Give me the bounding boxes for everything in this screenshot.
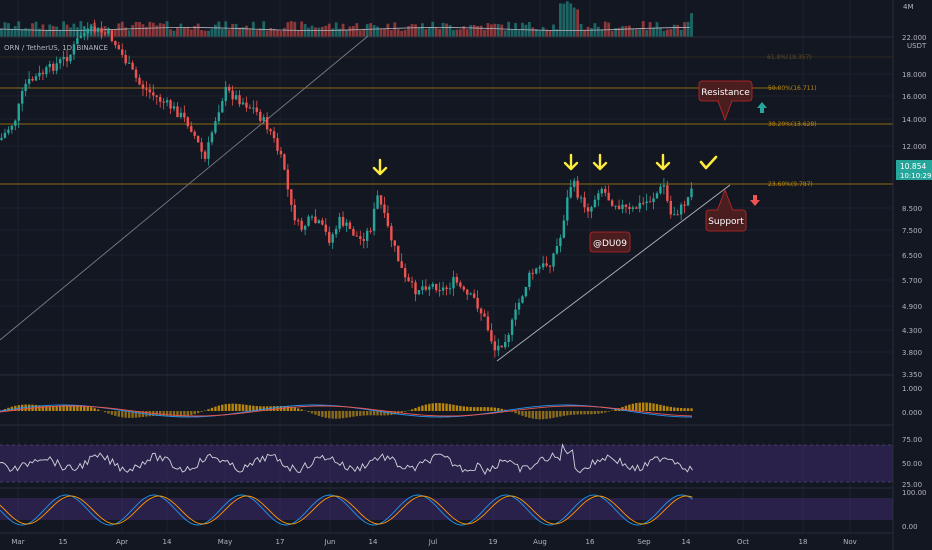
price-tick: 6.500 [902, 252, 922, 260]
fib-label-618: 61.8%(18.357) [767, 54, 812, 61]
support-label: Support [708, 217, 744, 227]
price-tick: 3.350 [902, 371, 922, 379]
stoch-band [0, 498, 893, 520]
candlesticks [0, 19, 693, 358]
price-tick: 12.000 [902, 143, 927, 151]
long-trendline[interactable] [0, 35, 369, 341]
price-tick: 3.800 [902, 349, 922, 357]
stoch-tick: 0.00 [902, 523, 918, 531]
symbol-title: ORN / TetherUS, 1D, BINANCE [4, 44, 108, 52]
time-tick: Aug [533, 538, 547, 546]
stoch-lines [0, 494, 693, 526]
time-tick: 15 [59, 538, 68, 546]
resistance-label: Resistance [701, 88, 750, 98]
down-arrow-red-icon [750, 195, 760, 206]
time-tick: 18 [799, 538, 808, 546]
macd-tick: 0.000 [902, 409, 922, 417]
stoch-tick: 100.00 [902, 489, 927, 497]
price-tick: 4.300 [902, 327, 922, 335]
fib-levels[interactable]: 61.8%(18.357) 50.00%(16.711) 38.20%(13.6… [0, 54, 893, 188]
price-unit: USDT [907, 42, 927, 50]
down-arrow-icon [592, 153, 608, 171]
price-tick: 4.900 [902, 303, 922, 311]
down-arrow-icon [563, 153, 579, 171]
time-tick: 19 [489, 538, 498, 546]
time-tick: Apr [116, 538, 128, 546]
time-tick: Jun [324, 538, 336, 546]
up-arrow-icon [757, 102, 767, 113]
rsi-tick: 75.00 [902, 436, 922, 444]
time-axis[interactable]: Mar 15 Apr 14 May 17 Jun 14 Jul 19 Aug 16 Sep 14 Oct 18… [11, 538, 856, 546]
time-tick: Sep [637, 538, 651, 546]
down-arrow-icon [372, 158, 388, 176]
fib-label-382: 38.20%(13.628) [768, 121, 817, 128]
price-tick: 5.700 [902, 277, 922, 285]
author-tag: @DU09 [589, 231, 631, 253]
price-axis[interactable]: 22.000 USDT 18.000 16.000 14.000 12.000 … [892, 0, 932, 550]
price-tick: 22.000 [902, 34, 927, 42]
time-tick: Nov [843, 538, 857, 546]
check-icon [699, 155, 718, 170]
rsi-tick: 25.00 [902, 481, 922, 489]
time-tick: 14 [163, 538, 172, 546]
rsi-tick: 50.00 [902, 460, 922, 468]
price-tick: 7.500 [902, 227, 922, 235]
time-tick: 14 [682, 538, 691, 546]
macd-panel [0, 402, 693, 420]
volume-bars [0, 1, 693, 38]
fib-label-50: 50.00%(16.711) [768, 85, 817, 92]
support-callout[interactable]: Support [705, 188, 747, 232]
rsi-band [0, 445, 893, 482]
time-tick: Oct [737, 538, 749, 546]
support-trendline[interactable] [496, 184, 731, 362]
current-price: 10.854 [900, 162, 926, 171]
price-tick: 8.500 [902, 205, 922, 213]
time-tick: May [218, 538, 232, 546]
price-tick: 16.000 [902, 93, 927, 101]
macd-tick: 1.000 [902, 385, 922, 393]
fib-label-236: 23.60%(9.787) [768, 181, 813, 188]
down-arrow-icon [655, 153, 671, 171]
time-tick: 17 [276, 538, 285, 546]
rsi-line [0, 443, 693, 476]
time-tick: 16 [586, 538, 595, 546]
time-tick: Mar [11, 538, 24, 546]
price-tick: 14.000 [902, 116, 927, 124]
price-tick: 18.000 [902, 71, 927, 79]
author-label: @DU09 [593, 239, 627, 249]
time-tick: Jul [428, 538, 438, 546]
current-price-badge [896, 160, 932, 180]
volume-axis-label: 4M [903, 3, 914, 11]
time-tick: 14 [369, 538, 378, 546]
resistance-callout[interactable]: Resistance [698, 80, 753, 122]
countdown: 10:10:29 [900, 172, 931, 180]
